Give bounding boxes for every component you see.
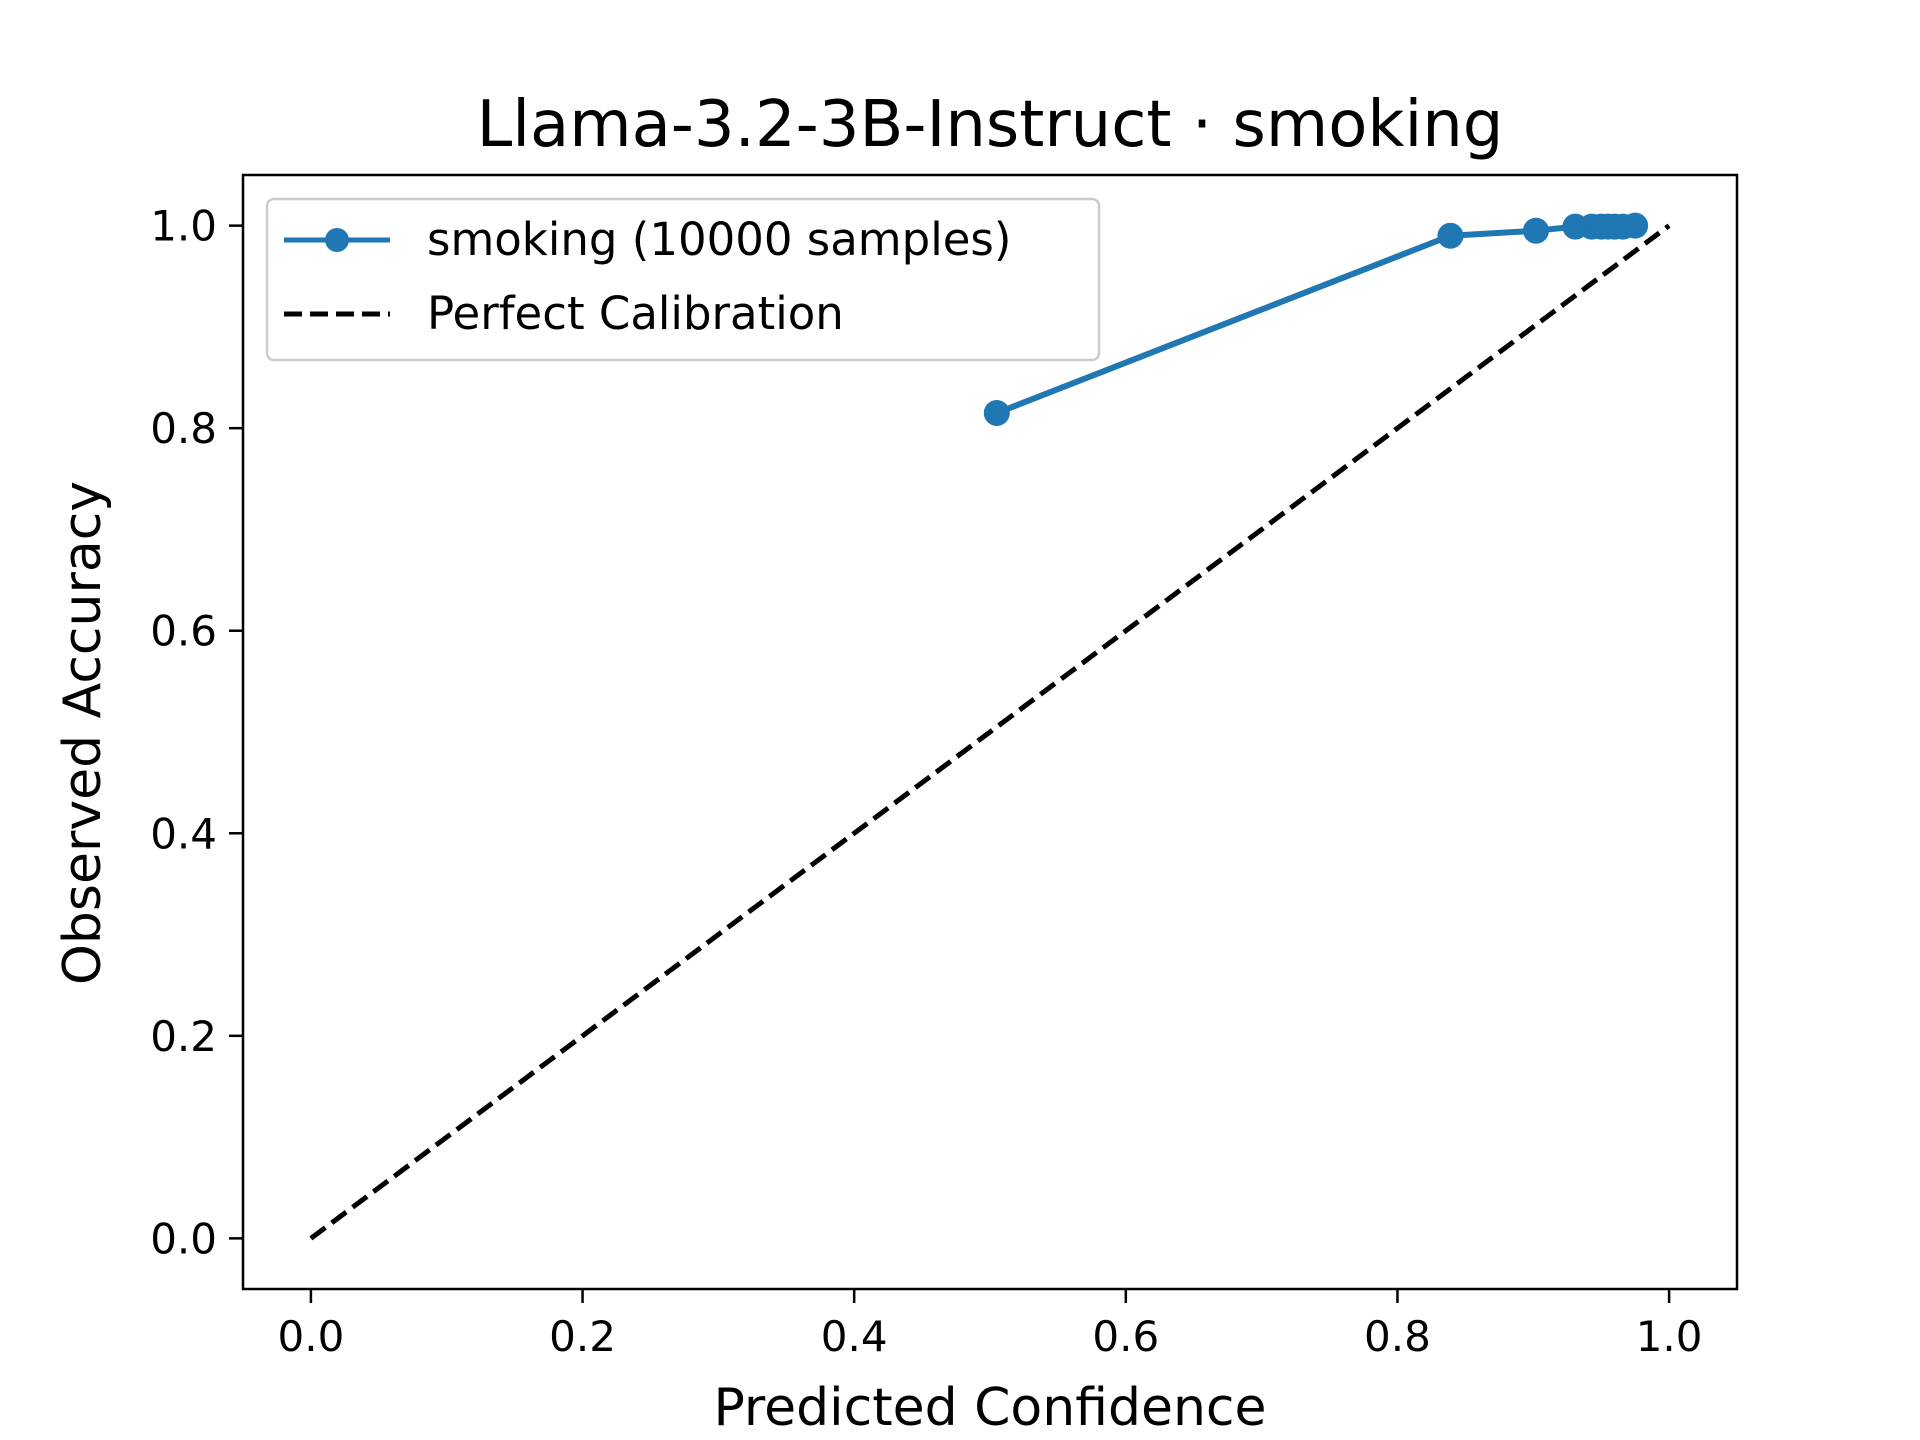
y-axis-ticks: 0.0 0.2 0.4 0.6 0.8 1.0 <box>150 202 243 1263</box>
x-tick-label: 1.0 <box>1636 1312 1703 1361</box>
legend: smoking (10000 samples) Perfect Calibrat… <box>265 197 1101 362</box>
perfect-calibration-line <box>309 223 1671 1241</box>
y-tick-label: 1.0 <box>150 202 217 251</box>
x-tick-label: 0.6 <box>1092 1312 1159 1361</box>
y-tick-label: 0.0 <box>150 1214 217 1263</box>
legend-entry-smoking: smoking (10000 samples) <box>427 213 1011 266</box>
series-point-smoking <box>1622 212 1649 239</box>
y-tick-label: 0.8 <box>150 404 217 453</box>
y-tick-label: 0.4 <box>150 809 217 858</box>
chart-title: Llama-3.2-3B-Instruct · smoking <box>477 88 1504 162</box>
x-axis-label: Predicted Confidence <box>713 1378 1266 1438</box>
plot-area <box>309 212 1671 1241</box>
x-tick-label: 0.8 <box>1364 1312 1431 1361</box>
x-tick-label: 0.2 <box>549 1312 616 1361</box>
y-axis-label: Observed Accuracy <box>53 481 113 985</box>
series-point-smoking <box>983 399 1010 426</box>
series-point-smoking <box>1522 217 1549 244</box>
legend-series-marker-sample <box>325 228 349 252</box>
legend-box <box>265 197 1101 362</box>
legend-entry-perfect-calibration: Perfect Calibration <box>427 287 844 340</box>
x-axis-ticks: 0.0 0.2 0.4 0.6 0.8 1.0 <box>278 1289 1703 1361</box>
x-tick-label: 0.4 <box>821 1312 888 1361</box>
y-tick-label: 0.6 <box>150 607 217 656</box>
y-tick-label: 0.2 <box>150 1012 217 1061</box>
series-point-smoking <box>1437 222 1464 249</box>
axes-frame <box>241 173 1739 1291</box>
x-tick-label: 0.0 <box>278 1312 345 1361</box>
